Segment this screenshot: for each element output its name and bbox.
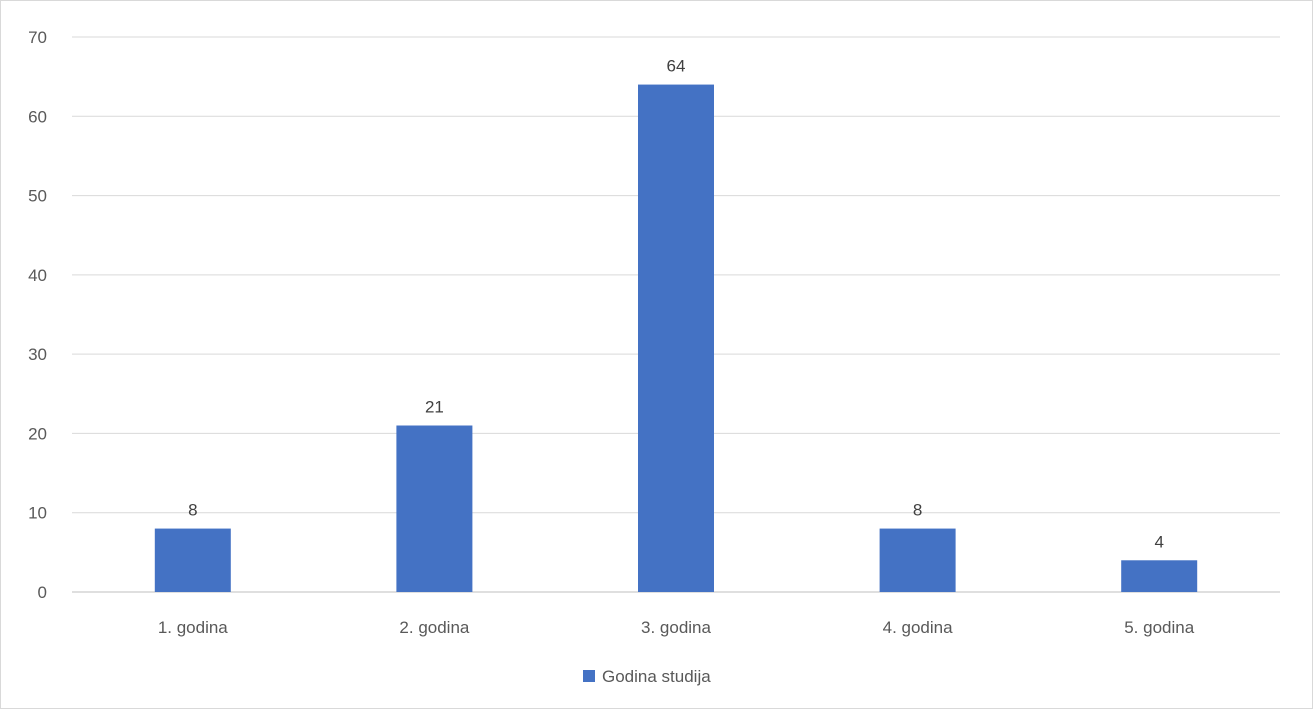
legend-swatch bbox=[583, 670, 595, 682]
legend: Godina studija bbox=[583, 667, 711, 686]
y-tick-label: 70 bbox=[28, 28, 47, 47]
y-tick-label: 60 bbox=[28, 107, 47, 126]
x-tick-label: 4. godina bbox=[883, 618, 953, 637]
bar bbox=[1121, 560, 1198, 592]
data-label: 8 bbox=[188, 501, 197, 520]
x-tick-label: 1. godina bbox=[158, 618, 228, 637]
y-tick-label: 40 bbox=[28, 266, 47, 285]
legend-label: Godina studija bbox=[602, 667, 711, 686]
data-label: 4 bbox=[1154, 532, 1163, 551]
bar bbox=[396, 425, 473, 592]
bar bbox=[154, 528, 231, 592]
y-axis-ticks: 0 10 20 30 40 50 60 70 bbox=[28, 28, 47, 602]
bar bbox=[879, 528, 956, 592]
bar bbox=[638, 84, 714, 593]
y-tick-label: 30 bbox=[28, 345, 47, 364]
data-label: 8 bbox=[913, 501, 922, 520]
data-label: 21 bbox=[425, 398, 444, 417]
y-tick-label: 0 bbox=[38, 583, 47, 602]
y-tick-label: 10 bbox=[28, 504, 47, 523]
x-tick-label: 3. godina bbox=[641, 618, 711, 637]
y-tick-label: 20 bbox=[28, 424, 47, 443]
x-axis-ticks: 1. godina 2. godina 3. godina 4. godina 5. g… bbox=[158, 618, 1195, 637]
data-labels: 8 21 64 8 4 bbox=[188, 57, 1164, 552]
x-tick-label: 5. godina bbox=[1124, 618, 1194, 637]
x-tick-label: 2. godina bbox=[399, 618, 469, 637]
data-label: 64 bbox=[667, 57, 686, 76]
y-tick-label: 50 bbox=[28, 187, 47, 206]
bars bbox=[154, 84, 1198, 593]
